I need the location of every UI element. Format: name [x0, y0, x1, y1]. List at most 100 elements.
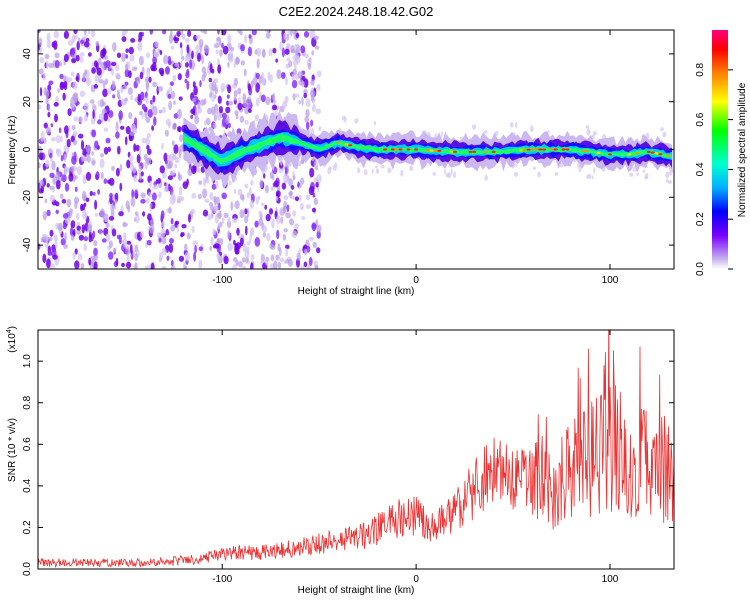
noise-speckle: [94, 74, 99, 83]
noise-speckle: [63, 153, 67, 163]
noise-speckle: [162, 30, 167, 35]
noise-speckle: [84, 69, 88, 76]
noise-speckle: [40, 237, 47, 243]
noise-speckle: [356, 167, 361, 174]
noise-speckle: [666, 178, 669, 183]
noise-speckle: [76, 225, 81, 231]
noise-speckle: [132, 66, 138, 72]
noise-speckle: [38, 162, 41, 169]
noise-speckle: [63, 80, 68, 91]
noise-speckle: [223, 255, 229, 265]
noise-speckle: [301, 96, 304, 106]
noise-speckle: [297, 71, 303, 79]
noise-speckle: [109, 192, 113, 199]
noise-speckle: [152, 108, 156, 114]
noise-speckle: [265, 32, 271, 39]
snr-y-ticks: 0.0 0.2 0.4 0.6 0.8 1.0: [22, 354, 674, 576]
noise-speckle: [184, 78, 188, 83]
noise-speckle: [63, 53, 69, 63]
noise-speckle: [62, 92, 66, 101]
noise-speckle: [147, 109, 153, 118]
colorbar-label: Normalized spectral amplitude: [737, 82, 748, 217]
snr-series-line: [38, 330, 674, 568]
noise-speckle: [119, 182, 123, 192]
noise-speckle: [298, 79, 304, 86]
ridge-peak: [472, 150, 477, 153]
noise-speckle: [187, 30, 192, 37]
noise-speckle: [266, 233, 271, 242]
noise-speckle: [308, 62, 311, 70]
noise-speckle: [140, 230, 144, 239]
noise-speckle: [286, 57, 291, 62]
noise-speckle: [222, 45, 229, 55]
noise-speckle: [226, 94, 230, 99]
noise-speckle: [343, 116, 347, 123]
noise-speckle: [554, 172, 559, 176]
noise-speckle: [216, 237, 221, 245]
noise-speckle: [87, 30, 91, 35]
noise-speckle: [61, 174, 67, 183]
noise-speckle: [279, 247, 282, 257]
noise-speckle: [316, 84, 321, 91]
noise-speckle: [89, 99, 95, 104]
noise-speckle: [472, 124, 477, 130]
noise-speckle: [72, 251, 76, 260]
noise-speckle: [183, 265, 188, 269]
noise-speckle: [376, 168, 380, 174]
noise-speckle: [271, 173, 275, 181]
noise-speckle: [264, 204, 268, 210]
noise-speckle: [50, 157, 53, 163]
noise-speckle: [286, 42, 291, 49]
colorbar-tick-label: 0.8: [695, 62, 706, 76]
noise-speckle: [284, 48, 290, 55]
noise-speckle: [593, 167, 596, 174]
noise-speckle: [47, 251, 52, 256]
noise-speckle: [90, 30, 96, 38]
noise-speckle: [262, 232, 266, 238]
noise-speckle: [76, 166, 83, 175]
noise-speckle: [177, 126, 181, 132]
noise-speckle: [237, 87, 242, 95]
noise-speckle: [170, 45, 175, 50]
noise-speckle: [216, 252, 221, 259]
noise-speckle: [47, 111, 51, 118]
noise-speckle: [237, 102, 243, 111]
noise-speckle: [55, 179, 61, 190]
noise-speckle: [289, 190, 292, 199]
noise-speckle: [126, 159, 131, 169]
noise-speckle: [83, 236, 88, 242]
noise-speckle: [85, 171, 92, 181]
noise-speckle: [216, 111, 222, 121]
noise-speckle: [272, 47, 277, 54]
noise-speckle: [203, 30, 208, 35]
noise-speckle: [300, 45, 306, 54]
noise-speckle: [291, 230, 298, 239]
noise-speckle: [111, 80, 116, 89]
snr-frame: [37, 329, 675, 570]
noise-speckle: [72, 102, 75, 110]
noise-speckle: [38, 152, 44, 161]
noise-speckle: [165, 183, 169, 192]
noise-speckle: [233, 239, 236, 246]
noise-speckle: [230, 201, 233, 211]
noise-speckle: [243, 68, 247, 77]
noise-speckle: [184, 243, 188, 252]
noise-speckle: [164, 129, 169, 137]
noise-speckle: [165, 66, 170, 75]
y-tick-label: -20: [22, 190, 33, 205]
noise-speckle: [107, 146, 111, 152]
noise-speckle: [38, 68, 44, 75]
noise-speckle: [264, 185, 269, 194]
noise-speckle: [54, 113, 58, 123]
noise-speckle: [283, 32, 287, 40]
noise-speckle: [91, 67, 96, 74]
noise-speckle: [122, 238, 128, 248]
noise-speckle: [103, 127, 109, 132]
noise-speckle: [259, 179, 264, 189]
noise-speckle: [94, 199, 98, 210]
noise-speckle: [174, 220, 180, 225]
noise-speckle: [246, 240, 251, 246]
noise-speckle: [168, 206, 172, 214]
noise-speckle: [161, 248, 167, 256]
y-tick-label: 0.8: [22, 395, 33, 409]
